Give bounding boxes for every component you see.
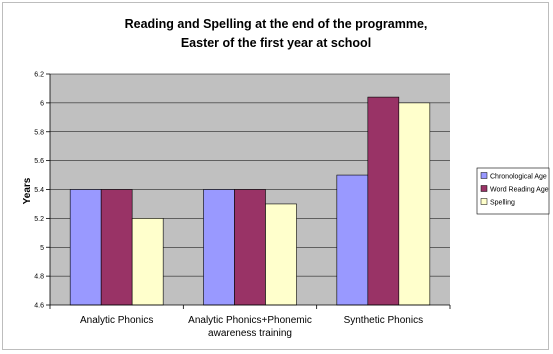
legend-entry: Chronological Age — [490, 174, 547, 181]
bar-3-1 — [131, 218, 164, 306]
legend-entry: Word Reading Age — [490, 187, 549, 194]
legend-swatch — [480, 172, 488, 179]
bar-1-1 — [69, 189, 102, 306]
legend: Chronological Age Word Reading Age Spellin… — [476, 167, 550, 215]
bar-1-3 — [336, 174, 369, 306]
category-label: Analytic Phonics — [80, 315, 153, 326]
bar-2-1 — [100, 189, 133, 306]
y-tick-label: 5.4 — [34, 187, 44, 194]
plot-area: 4.6 4.8 5 5.2 5.4 5.6 5.8 6 6.2 Analytic Phonics A… — [34, 72, 451, 339]
chart-title: Reading and Spelling at the end of the p… — [125, 17, 428, 31]
chart-subtitle: Easter of the first year at school — [181, 36, 371, 50]
y-tick-label: 5 — [40, 245, 44, 252]
legend-entry: Spelling — [490, 200, 515, 207]
legend-swatch — [480, 198, 488, 205]
category-label: Synthetic Phonics — [344, 315, 424, 326]
y-tick-label: 5.8 — [34, 129, 44, 136]
category-label-line: Analytic Phonics+Phonemic — [188, 315, 312, 326]
bar-3-3 — [398, 102, 431, 306]
y-tick-label: 5.2 — [34, 216, 44, 223]
category-label-line: Analytic Phonics — [80, 315, 153, 326]
y-tick-label: 4.6 — [34, 303, 44, 310]
category-label-line: awareness training — [208, 328, 292, 339]
legend-box — [476, 167, 550, 215]
bar-2-3 — [367, 96, 400, 306]
y-tick-label: 5.6 — [34, 158, 44, 165]
bar-3-2 — [265, 203, 297, 306]
bar-2-2 — [234, 189, 266, 306]
category-label-line: Synthetic Phonics — [344, 315, 424, 326]
y-tick-label: 6.2 — [34, 72, 44, 79]
legend-swatch — [480, 185, 488, 192]
category-label: Analytic Phonics+Phonemic awareness train… — [188, 315, 312, 339]
y-axis-label: Years — [22, 177, 33, 204]
bar-1-2 — [203, 189, 235, 306]
y-tick-label: 6 — [40, 100, 44, 107]
y-tick-label: 4.8 — [34, 274, 44, 281]
